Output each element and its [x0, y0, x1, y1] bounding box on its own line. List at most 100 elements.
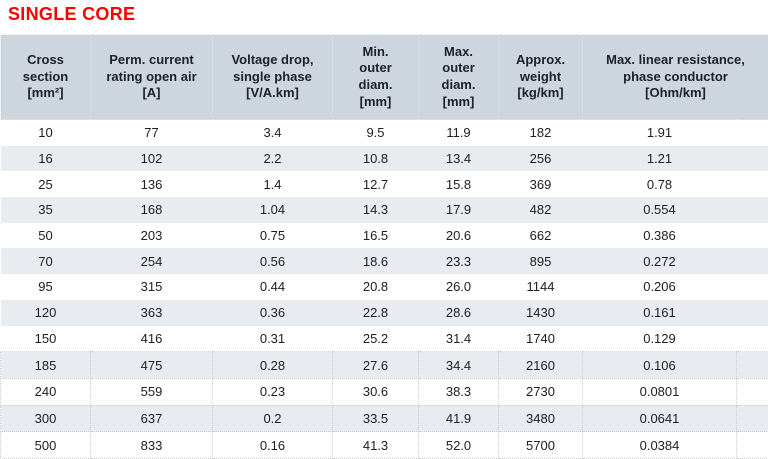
table-cell: 34.4 [419, 352, 499, 379]
single-core-table: Cross section [mm²] Perm. current rating… [0, 34, 768, 459]
table-cell: 315 [91, 274, 213, 300]
table-cell: 102 [91, 146, 213, 172]
table-cell: 0.129 [583, 326, 737, 352]
table-cell: 15.8 [419, 171, 499, 197]
col-header-linear-resistance: Max. linear resistance, phase conductor … [583, 35, 768, 120]
col-header-voltage-drop: Voltage drop, single phase [V/A.km] [213, 35, 333, 120]
table-cell: 17.9 [419, 197, 499, 223]
table-cell: 31.4 [419, 326, 499, 352]
table-cell: 0.23 [213, 378, 333, 405]
table-cell: 369 [499, 171, 583, 197]
table-cell-spacer [737, 352, 768, 379]
col-header-approx-weight: Approx. weight [kg/km] [499, 35, 583, 120]
table-cell: 11.9 [419, 120, 499, 146]
table-cell-spacer [737, 378, 768, 405]
table-cell: 136 [91, 171, 213, 197]
table-cell: 0.44 [213, 274, 333, 300]
table-cell: 70 [1, 248, 91, 274]
table-cell: 1144 [499, 274, 583, 300]
table-cell: 185 [1, 352, 91, 379]
table-cell: 0.75 [213, 223, 333, 249]
table-cell: 77 [91, 120, 213, 146]
table-cell: 3.4 [213, 120, 333, 146]
table-cell: 256 [499, 146, 583, 172]
table-cell: 168 [91, 197, 213, 223]
table-cell: 35 [1, 197, 91, 223]
col-header-current-rating: Perm. current rating open air [A] [91, 35, 213, 120]
table-cell: 10 [1, 120, 91, 146]
table-cell-spacer [737, 248, 768, 274]
table-cell: 33.5 [333, 405, 419, 432]
table-cell: 0.272 [583, 248, 737, 274]
table-cell: 833 [91, 432, 213, 459]
table-cell-spacer [737, 223, 768, 249]
table-cell: 300 [1, 405, 91, 432]
table-cell: 0.28 [213, 352, 333, 379]
col-header-min-outer-diam: Min. outer diam. [mm] [333, 35, 419, 120]
table-cell-spacer [737, 171, 768, 197]
table-cell: 240 [1, 378, 91, 405]
table-cell: 0.36 [213, 300, 333, 326]
table-cell: 16 [1, 146, 91, 172]
table-cell: 30.6 [333, 378, 419, 405]
table-cell-spacer [737, 274, 768, 300]
table-cell: 500 [1, 432, 91, 459]
table-cell: 27.6 [333, 352, 419, 379]
table-cell: 20.6 [419, 223, 499, 249]
table-cell: 254 [91, 248, 213, 274]
page-title: SINGLE CORE [8, 4, 135, 25]
table-cell: 0.0801 [583, 378, 737, 405]
table-cell: 2160 [499, 352, 583, 379]
table-cell: 2.2 [213, 146, 333, 172]
table-cell: 3480 [499, 405, 583, 432]
table-header: Cross section [mm²] Perm. current rating… [1, 35, 768, 120]
table-header-row: Cross section [mm²] Perm. current rating… [1, 35, 768, 120]
table-cell: 0.106 [583, 352, 737, 379]
table-cell: 1.4 [213, 171, 333, 197]
table-cell: 14.3 [333, 197, 419, 223]
table-cell: 41.3 [333, 432, 419, 459]
table-cell: 38.3 [419, 378, 499, 405]
table-cell: 1.91 [583, 120, 737, 146]
table-cell-spacer [737, 326, 768, 352]
table-cell: 363 [91, 300, 213, 326]
table-cell-spacer [737, 300, 768, 326]
table-cell: 18.6 [333, 248, 419, 274]
table-cell: 25 [1, 171, 91, 197]
table-cell-spacer [737, 432, 768, 459]
table-cell: 13.4 [419, 146, 499, 172]
table-cell: 1430 [499, 300, 583, 326]
table-cell: 0.78 [583, 171, 737, 197]
table-cell: 12.7 [333, 171, 419, 197]
table-cell: 5700 [499, 432, 583, 459]
table-cell: 150 [1, 326, 91, 352]
table-cell: 20.8 [333, 274, 419, 300]
table-cell: 16.5 [333, 223, 419, 249]
table-cell: 50 [1, 223, 91, 249]
table-cell: 0.0384 [583, 432, 737, 459]
table-cell: 0.386 [583, 223, 737, 249]
table-cell-spacer [737, 405, 768, 432]
table-cell: 559 [91, 378, 213, 405]
table-cell: 22.8 [333, 300, 419, 326]
table-cell: 475 [91, 352, 213, 379]
table-cell: 182 [499, 120, 583, 146]
table-cell: 41.9 [419, 405, 499, 432]
table-cell: 0.56 [213, 248, 333, 274]
table-cell: 10.8 [333, 146, 419, 172]
table-cell: 662 [499, 223, 583, 249]
table-cell: 9.5 [333, 120, 419, 146]
